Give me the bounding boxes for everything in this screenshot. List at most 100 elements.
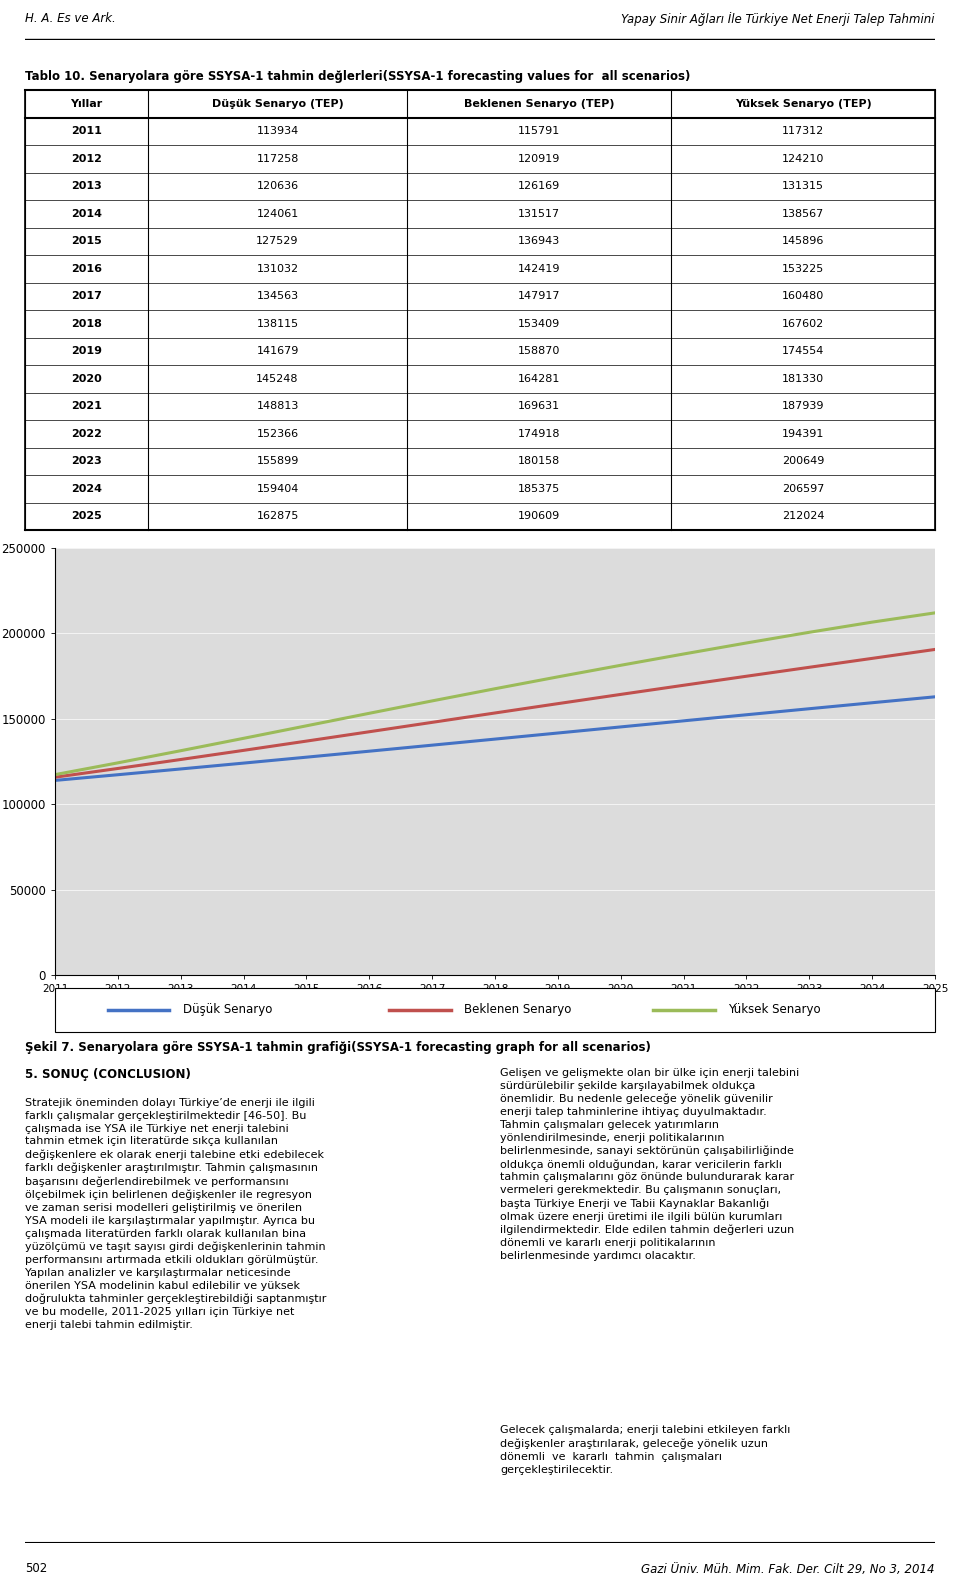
Text: 124061: 124061 — [256, 209, 299, 219]
Line: Beklenen Senaryo: Beklenen Senaryo — [55, 649, 935, 777]
Yüksek Senaryo — [804, 622, 815, 641]
Yüksek Senaryo — [112, 753, 124, 772]
Beklenen Senaryo — [615, 684, 627, 703]
Düşük Senaryo — [804, 699, 815, 718]
Yüksek Senaryo — [552, 667, 564, 686]
Text: 164281: 164281 — [518, 373, 561, 384]
Düşük Senaryo — [929, 687, 941, 707]
Text: 131315: 131315 — [782, 182, 824, 191]
Text: 162875: 162875 — [256, 512, 299, 522]
Text: 502: 502 — [25, 1563, 47, 1576]
Text: 120919: 120919 — [518, 153, 561, 164]
Beklenen Senaryo — [490, 703, 501, 723]
Text: 185375: 185375 — [518, 483, 561, 494]
Text: 2018: 2018 — [71, 319, 102, 329]
Yüksek Senaryo — [929, 603, 941, 622]
Text: 2023: 2023 — [71, 456, 102, 466]
Text: Yüksek Senaryo: Yüksek Senaryo — [729, 1003, 821, 1016]
Yüksek Senaryo — [49, 766, 60, 785]
Text: Beklenen Senaryo (TEP): Beklenen Senaryo (TEP) — [464, 99, 614, 108]
Text: 2012: 2012 — [71, 153, 102, 164]
Text: Gelişen ve gelişmekte olan bir ülke için enerji talebini
sürdürülebilir şekilde : Gelişen ve gelişmekte olan bir ülke için… — [500, 1069, 800, 1260]
Düşük Senaryo — [364, 742, 375, 761]
Text: 155899: 155899 — [256, 456, 299, 466]
Düşük Senaryo — [866, 694, 877, 713]
Text: 2011: 2011 — [71, 126, 102, 136]
Text: 2014: 2014 — [71, 209, 102, 219]
Text: 190609: 190609 — [518, 512, 561, 522]
Text: 131032: 131032 — [256, 263, 299, 274]
Düşük Senaryo — [426, 735, 438, 754]
Düşük Senaryo — [112, 766, 124, 785]
Text: Düşük Senaryo (TEP): Düşük Senaryo (TEP) — [211, 99, 344, 108]
Yüksek Senaryo — [364, 703, 375, 723]
Text: 2024: 2024 — [71, 483, 102, 494]
Text: 2021: 2021 — [71, 402, 102, 412]
Text: 167602: 167602 — [782, 319, 825, 329]
Text: 2020: 2020 — [71, 373, 102, 384]
Text: 153225: 153225 — [782, 263, 825, 274]
Text: 148813: 148813 — [256, 402, 299, 412]
Text: 212024: 212024 — [781, 512, 825, 522]
Text: 180158: 180158 — [518, 456, 561, 466]
Text: 142419: 142419 — [517, 263, 561, 274]
Text: 153409: 153409 — [518, 319, 561, 329]
Text: Beklenen Senaryo: Beklenen Senaryo — [465, 1003, 571, 1016]
Düşük Senaryo — [615, 718, 627, 737]
Text: 152366: 152366 — [256, 429, 299, 439]
Text: 194391: 194391 — [781, 429, 825, 439]
Text: Gelecek çalışmalarda; enerji talebini etkileyen farklı
değişkenler araştırılarak: Gelecek çalışmalarda; enerji talebini et… — [500, 1426, 790, 1474]
Text: 159404: 159404 — [256, 483, 299, 494]
Düşük Senaryo — [678, 711, 689, 731]
Text: 2016: 2016 — [71, 263, 102, 274]
Yüksek Senaryo — [741, 633, 753, 652]
Text: 2015: 2015 — [71, 236, 102, 246]
Düşük Senaryo — [300, 748, 312, 767]
Text: 169631: 169631 — [518, 402, 561, 412]
Yüksek Senaryo — [866, 612, 877, 632]
Düşük Senaryo — [238, 753, 250, 772]
Beklenen Senaryo — [866, 649, 877, 668]
Yüksek Senaryo — [615, 656, 627, 675]
Text: 2017: 2017 — [71, 292, 102, 301]
Text: 138115: 138115 — [256, 319, 299, 329]
Text: Yıllar: Yıllar — [70, 99, 103, 108]
Beklenen Senaryo — [741, 667, 753, 686]
Text: 134563: 134563 — [256, 292, 299, 301]
Text: 2019: 2019 — [71, 346, 102, 356]
Text: 117312: 117312 — [782, 126, 825, 136]
Düşük Senaryo — [49, 770, 60, 790]
Beklenen Senaryo — [678, 676, 689, 695]
Text: 115791: 115791 — [518, 126, 561, 136]
Text: 124210: 124210 — [781, 153, 825, 164]
Text: Yapay Sinir Ağları İle Türkiye Net Enerji Talep Tahmini: Yapay Sinir Ağları İle Türkiye Net Enerj… — [621, 13, 935, 26]
Text: 147917: 147917 — [517, 292, 561, 301]
Beklenen Senaryo — [364, 723, 375, 742]
Beklenen Senaryo — [49, 767, 60, 786]
Text: Düşük Senaryo: Düşük Senaryo — [182, 1003, 272, 1016]
Yüksek Senaryo — [678, 644, 689, 664]
Text: 2022: 2022 — [71, 429, 102, 439]
Düşük Senaryo — [490, 729, 501, 748]
Beklenen Senaryo — [175, 750, 186, 769]
Text: Yüksek Senaryo (TEP): Yüksek Senaryo (TEP) — [734, 99, 872, 108]
Beklenen Senaryo — [552, 694, 564, 713]
Text: 131517: 131517 — [518, 209, 561, 219]
Text: 127529: 127529 — [256, 236, 299, 246]
Text: 117258: 117258 — [256, 153, 299, 164]
Text: 5. SONUÇ (CONCLUSION): 5. SONUÇ (CONCLUSION) — [25, 1069, 191, 1081]
Text: 2025: 2025 — [71, 512, 102, 522]
Text: 145248: 145248 — [256, 373, 299, 384]
Yüksek Senaryo — [238, 729, 250, 748]
Düşük Senaryo — [741, 705, 753, 724]
Text: 126169: 126169 — [518, 182, 561, 191]
Text: Stratejik öneminden dolayı Türkiye’de enerji ile ilgili
farklı çalışmalar gerçek: Stratejik öneminden dolayı Türkiye’de en… — [25, 1097, 326, 1330]
Text: 160480: 160480 — [782, 292, 825, 301]
Text: 158870: 158870 — [518, 346, 561, 356]
Yüksek Senaryo — [300, 716, 312, 735]
Beklenen Senaryo — [426, 713, 438, 732]
Text: 138567: 138567 — [782, 209, 825, 219]
Beklenen Senaryo — [238, 740, 250, 759]
Text: Tablo 10. Senaryolara göre SSYSA-1 tahmin değlerleri(SSYSA-1 forecasting values : Tablo 10. Senaryolara göre SSYSA-1 tahmi… — [25, 70, 690, 83]
Yüksek Senaryo — [426, 691, 438, 710]
